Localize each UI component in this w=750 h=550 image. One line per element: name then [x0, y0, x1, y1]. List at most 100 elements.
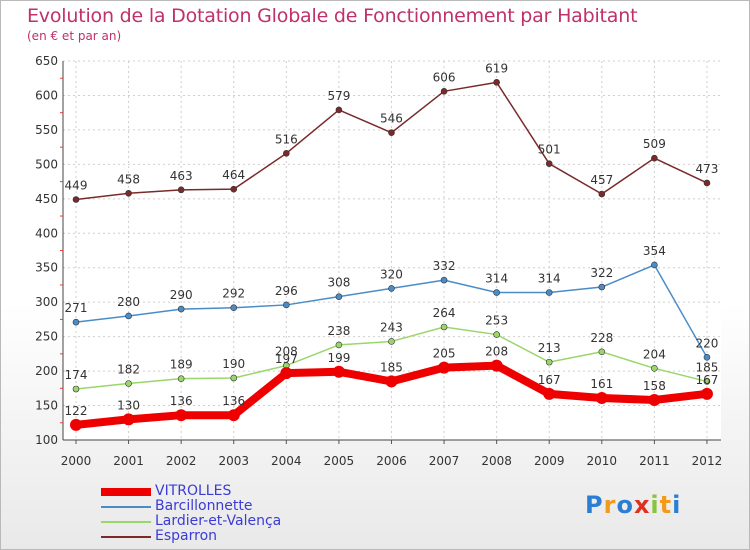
data-point — [72, 385, 80, 393]
x-tick-label: 2006 — [376, 454, 407, 468]
data-label: 473 — [696, 162, 719, 176]
data-point — [335, 293, 343, 300]
data-point — [598, 190, 606, 198]
data-label: 189 — [170, 358, 193, 372]
data-point — [175, 409, 188, 422]
data-label: 354 — [643, 244, 666, 258]
data-point — [177, 375, 185, 382]
data-point — [230, 304, 238, 311]
data-point — [177, 305, 185, 313]
x-tick-label: 2011 — [639, 454, 670, 468]
legend-swatch — [101, 506, 151, 508]
data-label: 292 — [222, 287, 245, 301]
data-point — [545, 289, 553, 296]
data-label: 199 — [327, 351, 350, 365]
data-label: 182 — [117, 362, 140, 376]
data-label: 122 — [65, 404, 88, 418]
data-label: 213 — [538, 341, 561, 355]
chart-title: Evolution de la Dotation Globale de Fonc… — [27, 5, 638, 27]
legend-swatch — [101, 488, 151, 496]
x-tick-label: 2003 — [218, 454, 249, 468]
data-point — [703, 378, 711, 385]
data-point — [545, 358, 553, 366]
data-point — [125, 380, 132, 387]
data-point — [70, 418, 82, 431]
data-point — [388, 338, 395, 345]
y-tick-label: 600 — [35, 88, 58, 102]
chart-subtitle: (en € et par an) — [27, 29, 122, 43]
x-tick-label: 2000 — [61, 454, 92, 468]
legend-swatch — [101, 536, 151, 538]
data-label: 205 — [433, 347, 456, 361]
data-label: 464 — [222, 168, 245, 182]
data-label: 516 — [275, 132, 298, 146]
data-label: 458 — [117, 172, 140, 186]
logo-letter: i — [672, 491, 682, 519]
data-point — [72, 318, 80, 326]
logo-letter: o — [616, 491, 634, 519]
data-point — [335, 106, 343, 114]
x-tick-label: 2009 — [534, 454, 565, 468]
y-tick-label: 550 — [35, 123, 58, 137]
y-tick-label: 350 — [35, 261, 58, 275]
data-label: 332 — [433, 259, 456, 273]
legend-label: VITROLLES — [155, 483, 232, 499]
data-label: 509 — [643, 137, 666, 151]
data-point — [440, 88, 448, 95]
data-label: 174 — [65, 368, 88, 382]
data-label: 136 — [170, 394, 193, 408]
legend-label: Lardier-et-Valença — [155, 513, 282, 529]
data-point — [595, 391, 608, 404]
x-tick-label: 2007 — [429, 454, 460, 468]
data-label: 243 — [380, 320, 403, 334]
data-point — [703, 179, 711, 187]
data-point — [493, 331, 500, 338]
data-label: 185 — [696, 360, 719, 374]
data-point — [230, 374, 238, 382]
data-point — [230, 185, 238, 193]
y-tick-label: 150 — [35, 399, 58, 413]
data-point — [651, 365, 658, 372]
y-tick-label: 650 — [35, 54, 58, 68]
data-label: 546 — [380, 112, 403, 126]
data-label: 501 — [538, 143, 561, 157]
data-label: 296 — [275, 284, 298, 298]
data-label: 308 — [327, 276, 350, 290]
logo-letter: t — [659, 491, 673, 519]
data-label: 579 — [327, 89, 350, 103]
data-point — [125, 312, 132, 320]
data-point — [651, 261, 658, 269]
data-label: 314 — [485, 272, 508, 286]
x-tick-label: 2008 — [481, 454, 512, 468]
data-point — [490, 359, 503, 372]
data-label: 204 — [643, 347, 666, 361]
data-point — [177, 186, 185, 194]
data-label: 314 — [538, 272, 561, 286]
data-point — [543, 387, 556, 400]
data-label: 457 — [590, 173, 613, 187]
logo-letter: x — [633, 491, 651, 519]
y-tick-label: 250 — [35, 330, 58, 344]
data-point — [598, 348, 606, 356]
data-label: 320 — [380, 267, 403, 281]
data-point — [545, 160, 553, 167]
data-point — [648, 394, 661, 407]
data-point — [385, 375, 398, 388]
logo-letter: P — [585, 491, 604, 519]
x-tick-label: 2010 — [587, 454, 618, 468]
data-label: 463 — [170, 169, 193, 183]
data-label: 136 — [222, 394, 245, 408]
data-label: 130 — [117, 398, 140, 412]
data-label: 290 — [170, 288, 193, 302]
data-point — [125, 190, 132, 197]
logo-letter: r — [603, 491, 617, 519]
data-point — [122, 413, 135, 426]
data-label: 228 — [590, 331, 613, 345]
legend-label: Barcillonnette — [155, 498, 253, 514]
data-label: 271 — [65, 301, 88, 315]
data-point — [227, 409, 240, 422]
data-label: 220 — [696, 336, 719, 350]
x-tick-label: 2005 — [324, 454, 355, 468]
data-point — [388, 285, 395, 292]
